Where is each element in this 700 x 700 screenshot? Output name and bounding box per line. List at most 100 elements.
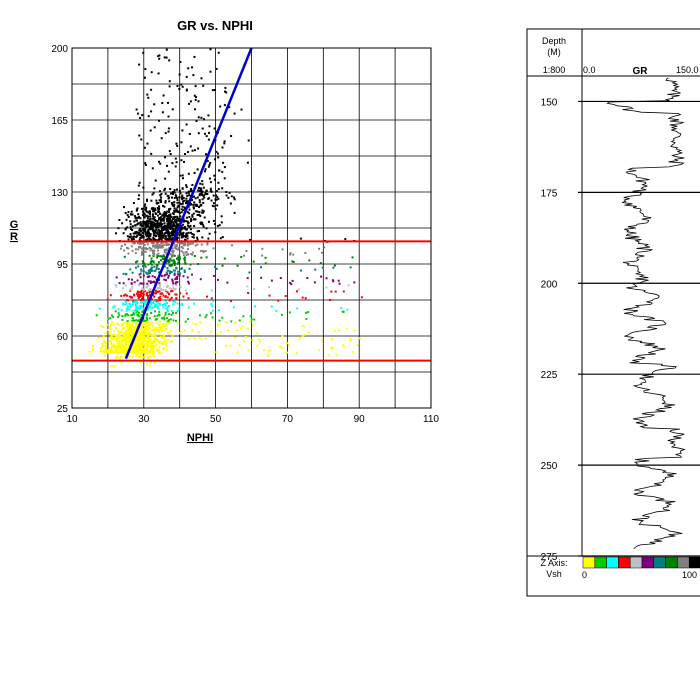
data-point <box>221 170 224 173</box>
data-point <box>338 329 340 332</box>
data-point <box>160 228 163 231</box>
data-point <box>160 224 162 227</box>
data-point <box>129 236 132 239</box>
data-point <box>152 218 155 221</box>
data-point <box>128 338 131 341</box>
data-point <box>137 265 140 268</box>
data-point <box>146 314 148 317</box>
data-point <box>133 350 136 353</box>
data-point <box>116 348 119 351</box>
data-point <box>172 213 175 216</box>
data-point <box>108 348 111 351</box>
data-point <box>152 293 154 296</box>
data-point <box>181 202 184 205</box>
data-point <box>158 284 161 287</box>
data-point <box>261 247 264 250</box>
data-point <box>146 313 149 316</box>
data-point <box>121 318 124 321</box>
data-point <box>248 271 251 274</box>
data-point <box>99 350 102 353</box>
data-point <box>176 238 179 241</box>
data-point <box>143 247 146 250</box>
data-point <box>160 236 163 239</box>
data-point <box>325 277 328 280</box>
data-point <box>176 188 178 191</box>
data-point <box>143 244 146 246</box>
data-point <box>164 200 167 203</box>
data-point <box>185 89 188 92</box>
data-point <box>149 215 152 218</box>
data-point <box>158 310 161 313</box>
data-point <box>159 298 162 300</box>
data-point <box>176 257 178 260</box>
data-point <box>156 256 158 259</box>
data-point <box>126 226 129 229</box>
data-point <box>178 274 181 277</box>
data-point <box>134 321 137 324</box>
data-point <box>169 232 172 235</box>
data-point <box>185 216 188 219</box>
data-point <box>142 321 145 324</box>
data-point <box>177 273 180 276</box>
data-point <box>149 280 152 283</box>
data-point <box>210 312 213 315</box>
data-point <box>163 189 166 192</box>
data-point <box>198 199 201 202</box>
data-point <box>148 228 151 231</box>
data-point <box>168 211 171 214</box>
data-point <box>119 247 122 250</box>
data-point <box>127 337 130 340</box>
data-point <box>136 294 139 297</box>
data-point <box>146 291 149 294</box>
data-point <box>126 334 129 337</box>
data-point <box>161 327 164 330</box>
data-point <box>149 238 152 241</box>
data-point <box>198 211 201 214</box>
data-point <box>147 263 150 266</box>
data-point <box>182 242 184 245</box>
data-point <box>168 243 171 246</box>
data-point <box>123 345 126 348</box>
data-point <box>168 321 171 323</box>
data-point <box>168 287 171 290</box>
data-point <box>174 277 177 280</box>
data-point <box>132 299 135 302</box>
data-point <box>193 337 196 339</box>
crossplot-title: GR vs. NPHI <box>177 18 253 33</box>
data-point <box>141 287 144 290</box>
data-point <box>155 220 158 223</box>
data-point <box>285 342 288 345</box>
data-point <box>204 168 207 171</box>
data-point <box>154 246 157 249</box>
data-point <box>157 300 160 303</box>
data-point <box>139 331 142 334</box>
data-point <box>164 300 167 303</box>
data-point <box>127 238 130 241</box>
data-point <box>175 267 178 270</box>
data-point <box>152 349 155 352</box>
data-point <box>152 352 155 355</box>
data-point <box>150 247 153 250</box>
data-point <box>172 286 175 289</box>
data-point <box>136 345 139 348</box>
data-point <box>199 314 201 317</box>
data-point <box>172 303 175 306</box>
data-point <box>158 346 161 349</box>
data-point <box>115 232 117 235</box>
data-point <box>163 265 166 268</box>
data-point <box>234 321 237 324</box>
data-point <box>92 345 95 347</box>
data-point <box>301 334 304 337</box>
data-point <box>182 235 185 237</box>
data-point <box>149 262 152 265</box>
data-point <box>125 218 128 221</box>
data-point <box>158 326 160 329</box>
data-point <box>120 309 123 312</box>
data-point <box>149 225 152 228</box>
data-point <box>145 328 148 331</box>
data-point <box>213 205 216 208</box>
data-point <box>142 332 144 334</box>
data-point <box>174 215 177 218</box>
data-point <box>260 266 262 269</box>
